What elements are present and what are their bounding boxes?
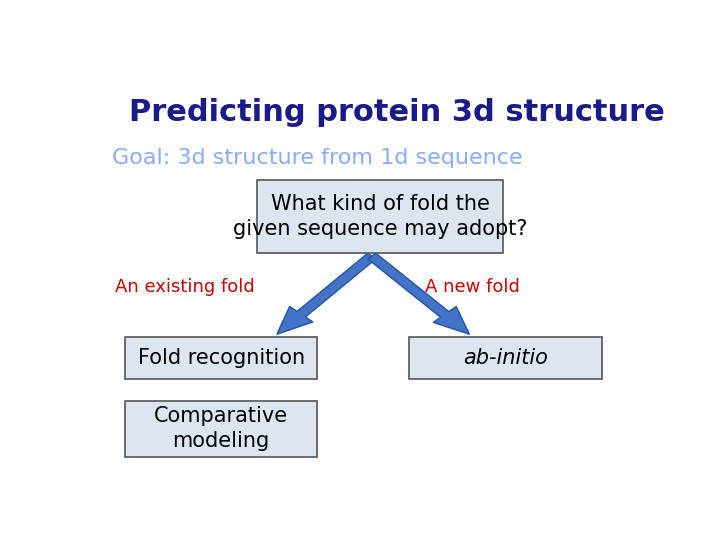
Text: Goal: 3d structure from 1d sequence: Goal: 3d structure from 1d sequence <box>112 148 523 168</box>
FancyBboxPatch shape <box>410 337 602 379</box>
FancyBboxPatch shape <box>125 337 318 379</box>
FancyBboxPatch shape <box>258 180 503 253</box>
Text: What kind of fold the
given sequence may adopt?: What kind of fold the given sequence may… <box>233 194 528 239</box>
Text: ab-initio: ab-initio <box>463 348 548 368</box>
Polygon shape <box>368 253 469 334</box>
Text: Fold recognition: Fold recognition <box>138 348 305 368</box>
Text: An existing fold: An existing fold <box>115 278 255 296</box>
Text: Comparative
modeling: Comparative modeling <box>154 406 288 451</box>
FancyBboxPatch shape <box>125 401 318 457</box>
Text: A new fold: A new fold <box>425 278 520 296</box>
Polygon shape <box>277 253 376 334</box>
Text: Predicting protein 3d structure: Predicting protein 3d structure <box>129 98 665 127</box>
